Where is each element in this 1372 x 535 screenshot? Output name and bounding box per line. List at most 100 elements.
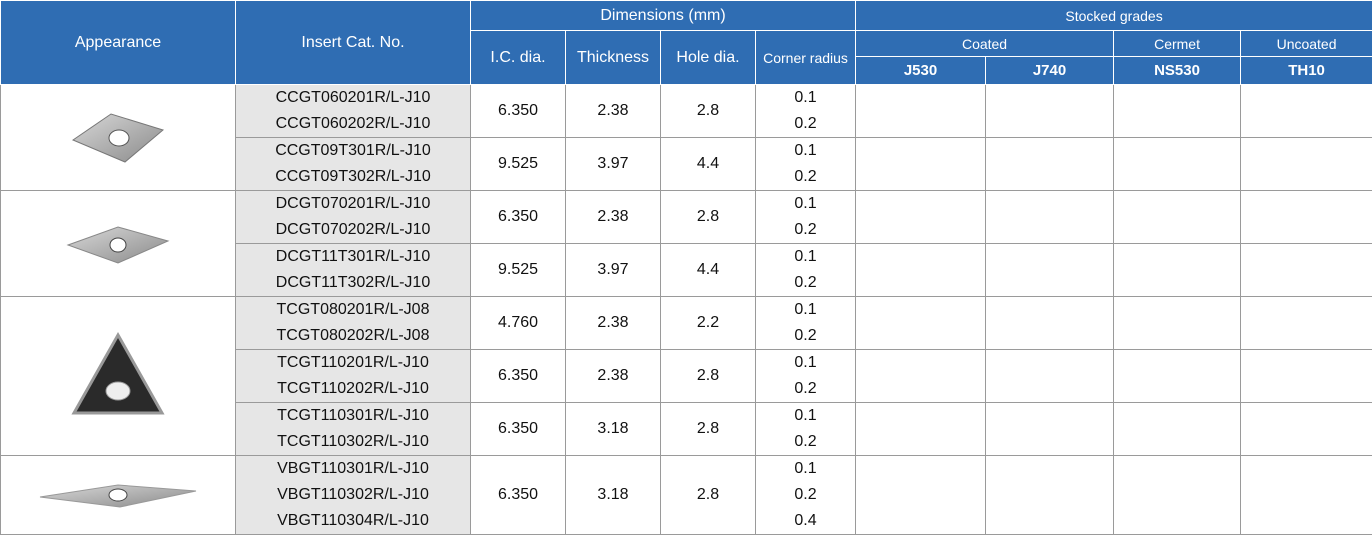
catalog-no: TCGT110201R/L-J10	[236, 350, 470, 376]
dimension-cell: 9.525	[471, 244, 566, 297]
grade-cell	[986, 403, 1114, 456]
grade-cell	[856, 85, 986, 138]
header-cell: Insert Cat. No.	[236, 1, 471, 85]
grade-cell	[986, 350, 1114, 403]
grade-cell	[856, 297, 986, 350]
dimension-cell: 3.18	[566, 403, 661, 456]
catalog-no: VBGT110302R/L-J10	[236, 482, 470, 508]
corner-radius: 0.2	[756, 164, 855, 190]
header-cell: Stocked grades	[856, 1, 1372, 31]
dimension-cell: 4.4	[661, 138, 756, 191]
dimension-cell: 2.8	[661, 191, 756, 244]
grade-cell	[1114, 244, 1241, 297]
page: {"header": {"appearance": "Appearance", …	[0, 0, 1372, 526]
appearance-cell	[1, 191, 236, 297]
grade-header: J530	[856, 57, 986, 85]
grade-cell	[1241, 85, 1372, 138]
dimension-cell: 3.18	[566, 456, 661, 535]
dimension-cell: 9.525	[471, 138, 566, 191]
dimension-cell: 3.97	[566, 138, 661, 191]
header-cell: Dimensions (mm)	[471, 1, 856, 31]
corner-radius: 0.1	[756, 85, 855, 111]
grade-cell	[1241, 244, 1372, 297]
grade-cell	[1114, 85, 1241, 138]
grade-cell	[1114, 138, 1241, 191]
corner-radius: 0.1	[756, 297, 855, 323]
header-cell: Uncoated	[1241, 31, 1372, 57]
grade-cell	[1241, 191, 1372, 244]
catalog-no: TCGT110202R/L-J10	[236, 376, 470, 402]
grade-cell	[856, 138, 986, 191]
grade-cell	[986, 456, 1114, 535]
catalog-no: TCGT110302R/L-J10	[236, 429, 470, 455]
dimension-cell: 2.8	[661, 85, 756, 138]
corner-radius: 0.1	[756, 191, 855, 217]
corner-radius: 0.1	[756, 138, 855, 164]
grade-header: TH10	[1241, 57, 1372, 85]
header-cell: Coated	[856, 31, 1114, 57]
corner-radius: 0.2	[756, 482, 855, 508]
grade-cell	[1241, 403, 1372, 456]
corner-radius: 0.1	[756, 350, 855, 376]
grade-header: NS530	[1114, 57, 1241, 85]
catalog-no: CCGT09T301R/L-J10	[236, 138, 470, 164]
catalog-no: VBGT110301R/L-J10	[236, 456, 470, 482]
grade-cell	[856, 191, 986, 244]
insert-image	[38, 475, 198, 515]
grade-cell	[1114, 350, 1241, 403]
corner-radius: 0.4	[756, 508, 855, 534]
grade-cell	[1241, 350, 1372, 403]
header-cell: Appearance	[1, 1, 236, 85]
corner-radius: 0.2	[756, 323, 855, 349]
appearance-cell	[1, 297, 236, 456]
dimension-cell: 6.350	[471, 85, 566, 138]
appearance-cell	[1, 456, 236, 535]
grade-cell	[986, 138, 1114, 191]
dimension-cell: 6.350	[471, 350, 566, 403]
corner-radius: 0.2	[756, 270, 855, 296]
dimension-cell: 2.2	[661, 297, 756, 350]
grade-cell	[856, 403, 986, 456]
catalog-no: VBGT110304R/L-J10	[236, 508, 470, 534]
corner-radius: 0.1	[756, 403, 855, 429]
dimension-cell: 2.38	[566, 85, 661, 138]
dimension-cell: 2.8	[661, 403, 756, 456]
grade-cell	[1114, 297, 1241, 350]
insert-image	[63, 108, 173, 168]
header-cell: I.C. dia.	[471, 31, 566, 85]
header-cell: Cermet	[1114, 31, 1241, 57]
dimension-cell: 2.38	[566, 297, 661, 350]
header-cell: Hole dia.	[661, 31, 756, 85]
catalog-no: DCGT070202R/L-J10	[236, 217, 470, 243]
dimension-cell: 3.97	[566, 244, 661, 297]
catalog-no: TCGT080202R/L-J08	[236, 323, 470, 349]
dimension-cell: 6.350	[471, 403, 566, 456]
corner-radius: 0.2	[756, 376, 855, 402]
corner-radius: 0.1	[756, 244, 855, 270]
grade-cell	[856, 244, 986, 297]
insert-image	[63, 219, 173, 269]
catalog-no: CCGT060201R/L-J10	[236, 85, 470, 111]
dimension-cell: 6.350	[471, 191, 566, 244]
appearance-cell	[1, 85, 236, 191]
corner-radius: 0.1	[756, 456, 855, 482]
header-cell: Corner radius	[756, 31, 856, 85]
grade-cell	[1114, 403, 1241, 456]
catalog-no: CCGT060202R/L-J10	[236, 111, 470, 137]
table-header: Appearance Insert Cat. No. Dimensions (m…	[1, 1, 1372, 85]
dimension-cell: 2.8	[661, 350, 756, 403]
grade-cell	[986, 85, 1114, 138]
grade-cell	[856, 456, 986, 535]
